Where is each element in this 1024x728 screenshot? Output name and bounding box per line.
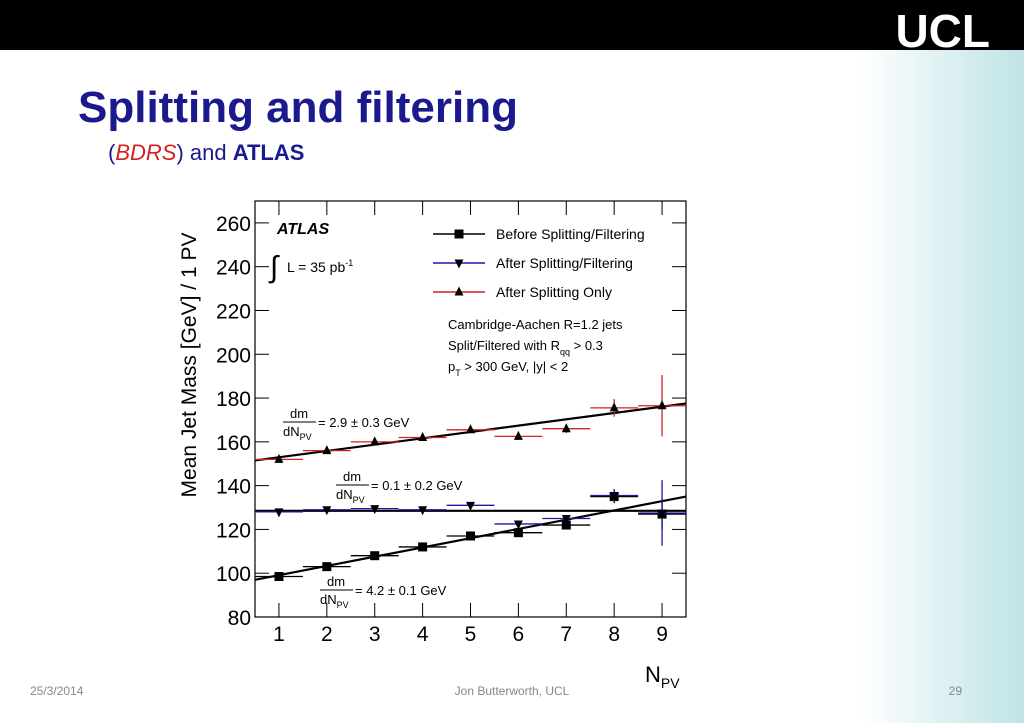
- marker: [274, 508, 284, 518]
- marker: [561, 514, 571, 524]
- x-axis-label-sub: PV: [661, 675, 680, 691]
- annotation-den: dNPV: [320, 592, 349, 610]
- note: Split/Filtered with Rqq > 0.3: [448, 338, 603, 357]
- y-axis-label: Mean Jet Mass [GeV] / 1 PV: [178, 233, 201, 498]
- x-tick-label: 8: [608, 623, 620, 646]
- note-sub: qq: [560, 347, 570, 357]
- lumi-sup: -1: [345, 258, 353, 268]
- legend-marker: [454, 229, 464, 239]
- slide-subtitle: (BDRS) and ATLAS: [108, 140, 304, 165]
- footer-page: 29: [949, 684, 963, 698]
- marker: [561, 520, 571, 530]
- annotation-num: dm: [343, 469, 361, 484]
- marker: [322, 445, 332, 455]
- note: Cambridge-Aachen R=1.2 jets: [448, 317, 623, 332]
- y-tick-label: 180: [216, 388, 251, 411]
- annotation-den-main: dN: [336, 487, 353, 502]
- marker: [418, 506, 428, 516]
- logo: UCL: [895, 5, 990, 57]
- annotation-den-sub: PV: [337, 600, 349, 610]
- annotation-den: dNPV: [283, 424, 312, 442]
- marker: [466, 424, 475, 434]
- x-tick-label: 1: [273, 623, 285, 646]
- marker: [418, 542, 428, 552]
- subtitle-part: ATLAS: [233, 140, 305, 165]
- annotation-den-main: dN: [283, 424, 300, 439]
- y-tick-label: 220: [216, 300, 251, 323]
- y-tick-label: 80: [228, 607, 251, 630]
- marker: [418, 431, 428, 441]
- note-part: Split/Filtered with R: [448, 338, 560, 353]
- legend-marker: [454, 259, 464, 269]
- marker: [370, 436, 380, 446]
- chart: 80 100 120 140 160 180 200 220 240 260 1 2 3 4 5 6 7 8 9 Me…: [178, 200, 687, 691]
- annotation-text: = 2.9 ± 0.3 GeV: [318, 415, 410, 430]
- y-tick-label: 260: [216, 213, 251, 236]
- lumi-main: L = 35 pb: [287, 259, 345, 275]
- y-tick-label: 240: [216, 257, 251, 280]
- subtitle-part: ) and: [176, 140, 232, 165]
- x-tick-label: 9: [656, 623, 668, 646]
- x-axis-label-main: N: [645, 662, 661, 687]
- annotation-num: dm: [327, 574, 345, 589]
- x-tick-label: 6: [513, 623, 525, 646]
- x-tick-label: 3: [369, 623, 381, 646]
- marker: [322, 562, 332, 572]
- top-bar: [0, 0, 1024, 50]
- x-tick-label: 2: [321, 623, 333, 646]
- annotation-num: dm: [290, 406, 308, 421]
- marker: [322, 506, 332, 516]
- marker: [466, 531, 475, 541]
- annotation-den-main: dN: [320, 592, 337, 607]
- footer-author: Jon Butterworth, UCL: [455, 684, 570, 698]
- note-part: p: [448, 359, 455, 374]
- y-tick-label: 100: [216, 563, 251, 586]
- y-tick-label: 140: [216, 476, 251, 499]
- y-tick-label: 200: [216, 344, 251, 367]
- marker: [513, 520, 523, 530]
- x-tick-label: 4: [417, 623, 429, 646]
- annotation-den-sub: PV: [300, 432, 312, 442]
- subtitle-part: (: [108, 140, 116, 165]
- marker: [609, 491, 619, 501]
- note-part: > 0.3: [570, 338, 603, 353]
- subtitle-part: BDRS: [115, 140, 176, 165]
- note-part: > 300 GeV, |y| < 2: [461, 359, 568, 374]
- note: pT > 300 GeV, |y| < 2: [448, 359, 568, 378]
- annotation-den-sub: PV: [353, 495, 365, 505]
- x-axis-label: NPV: [645, 662, 680, 691]
- marker: [561, 423, 571, 433]
- marker: [609, 402, 619, 412]
- marker: [657, 509, 667, 519]
- note-sub: T: [455, 368, 461, 378]
- marker: [513, 430, 523, 440]
- marker: [370, 551, 380, 561]
- marker: [513, 528, 523, 538]
- legend-label: After Splitting Only: [496, 284, 612, 300]
- annotation-text: = 4.2 ± 0.1 GeV: [355, 583, 447, 598]
- y-tick-label: 160: [216, 432, 251, 455]
- marker: [274, 571, 284, 581]
- legend-label: After Splitting/Filtering: [496, 255, 633, 271]
- annotation-text: = 0.1 ± 0.2 GeV: [371, 478, 463, 493]
- experiment-label: ATLAS: [276, 221, 329, 238]
- footer-date: 25/3/2014: [30, 684, 84, 698]
- marker: [370, 505, 380, 515]
- legend-marker: [454, 286, 464, 296]
- y-tick-label: 120: [216, 519, 251, 542]
- slide-title: Splitting and filtering: [78, 83, 518, 132]
- marker: [274, 453, 284, 463]
- side-band: [860, 50, 1024, 723]
- annotation-den: dNPV: [336, 487, 365, 505]
- marker: [466, 501, 475, 511]
- legend-label: Before Splitting/Filtering: [496, 226, 645, 242]
- x-tick-label: 5: [465, 623, 477, 646]
- lumi-integral: ∫: [268, 251, 280, 284]
- x-tick-label: 7: [560, 623, 572, 646]
- lumi-text: L = 35 pb-1: [287, 258, 353, 275]
- marker: [657, 400, 667, 410]
